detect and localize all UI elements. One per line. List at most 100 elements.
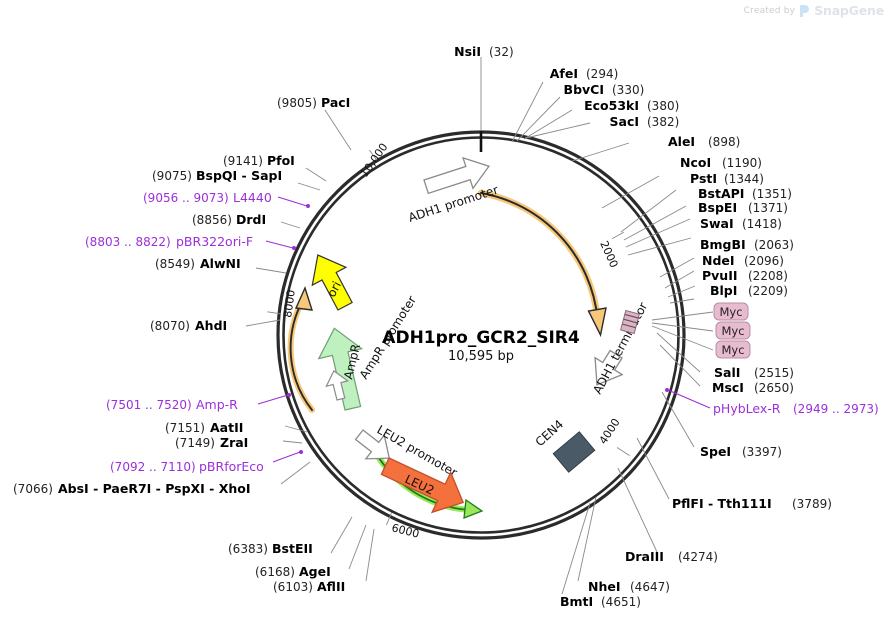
site-pos: (2208)	[748, 269, 788, 283]
site-pos: (2515)	[754, 366, 794, 380]
site-name: MscI	[712, 380, 744, 395]
site-pos: (1344)	[724, 172, 764, 186]
site-name: NheI	[588, 579, 621, 594]
site-labels-left: (9805) PacI (9141) PfoI (9075) BspQI - S…	[13, 95, 350, 594]
axis-tick-label: 10,000	[358, 141, 391, 180]
site-pos: (8856)	[192, 213, 232, 227]
site-name: AflII	[317, 579, 345, 594]
primer-range: (7501 .. 7520)	[106, 398, 192, 412]
snapgene-watermark: Created by SnapGene	[743, 3, 885, 18]
site-name: NsiI	[454, 44, 481, 59]
site-name: BlpI	[710, 283, 737, 298]
feature-adh1-promoter: ADH1 promoter	[407, 156, 500, 225]
site-name: BmgBI	[700, 237, 746, 252]
site-name: AlwNI	[200, 256, 241, 271]
site-label-saci: SacI (382)	[610, 114, 680, 129]
site-label-zrai: (7149) ZraI	[175, 435, 248, 450]
site-name: BspQI - SapI	[196, 168, 282, 183]
primer-name: pBR322ori-F	[176, 234, 253, 249]
site-pos: (3397)	[742, 445, 782, 459]
site-name: AleI	[668, 134, 695, 149]
site-label-afei: AfeI (294)	[550, 66, 619, 81]
site-label-bmgbi: BmgBI (2063)	[700, 237, 794, 252]
site-label-bspei: BspEI (1371)	[698, 200, 788, 215]
site-pos: (8549)	[155, 257, 195, 271]
site-label-paci: (9805) PacI	[277, 95, 350, 110]
site-label-spei: SpeI (3397)	[700, 444, 782, 459]
site-label-bmti: BmtI (4651)	[560, 594, 641, 609]
site-pos: (2096)	[744, 254, 784, 268]
primer-labels: (9056 .. 9073) L4440 (8803 .. 8822) pBR3…	[85, 190, 879, 474]
site-pos: (6103)	[273, 580, 313, 594]
axis-tick-2000: 2000	[597, 231, 625, 270]
myc-feature-marks	[620, 309, 640, 335]
site-pos: (4274)	[678, 550, 718, 564]
site-pos: (294)	[586, 67, 618, 81]
site-pos: (330)	[612, 83, 644, 97]
leader-lines-left	[245, 109, 375, 582]
primer-name: L4440	[233, 190, 272, 205]
site-label-swai: SwaI (1418)	[700, 216, 782, 231]
site-label-ahdi: (8070) AhdI	[150, 318, 227, 333]
primer-name: pHybLex-R	[713, 401, 781, 416]
site-name: AbsI - PaeR7I - PspXI - XhoI	[58, 481, 251, 496]
snapgene-leaf-icon	[800, 4, 810, 17]
site-label-aflii: (6103) AflII	[273, 579, 345, 594]
watermark-prefix: Created by	[743, 5, 796, 16]
plasmid-size: 10,595 bp	[448, 349, 514, 364]
site-name: ZraI	[220, 435, 248, 450]
site-label-msci: MscI (2650)	[712, 380, 794, 395]
site-name: SalI	[714, 365, 740, 380]
site-pos: (9075)	[152, 169, 192, 183]
site-name: AfeI	[550, 66, 578, 81]
leader-lines-top	[479, 57, 630, 162]
leader-lines-right	[561, 175, 714, 595]
site-label-blpi: BlpI (2209)	[710, 283, 788, 298]
site-pos: (898)	[708, 135, 740, 149]
site-label-absi-paer7i-pspxi-xhoi: (7066) AbsI - PaeR7I - PspXI - XhoI	[13, 481, 251, 496]
site-pos: (8070)	[150, 319, 190, 333]
myc-tag-list: Myc Myc Myc	[713, 302, 751, 359]
site-name: PstI	[690, 171, 717, 186]
primer-range: (9056 .. 9073)	[143, 191, 229, 205]
site-pos: (6383)	[228, 542, 268, 556]
site-pos: (4651)	[601, 595, 641, 609]
site-label-alei: AleI (898)	[668, 134, 740, 149]
site-pos: (7149)	[175, 436, 215, 450]
site-name: BspEI	[698, 200, 737, 215]
site-name: DrdI	[236, 212, 266, 227]
site-name: PflFI - Tth111I	[672, 496, 772, 511]
site-label-agei: (6168) AgeI	[255, 564, 331, 579]
site-pos: (382)	[647, 115, 679, 129]
primer-range: (2949 .. 2973)	[793, 402, 879, 416]
site-label-alwni: (8549) AlwNI	[155, 256, 241, 271]
axis-tick-label: 4000	[597, 416, 623, 447]
site-label-bbvci: BbvCI (330)	[564, 82, 645, 97]
primer-label-phyblex-r: pHybLex-R (2949 .. 2973)	[665, 388, 879, 416]
site-name: NdeI	[702, 253, 735, 268]
site-label-nsii: NsiI (32)	[454, 44, 513, 59]
site-name: PvuII	[702, 268, 738, 283]
site-labels-right: AleI (898) NcoI (1190) PstI (1344) BstAP…	[560, 134, 832, 609]
site-name: AhdI	[195, 318, 227, 333]
feature-cen4: CEN4	[533, 417, 596, 473]
plasmid-name: ADH1pro_GCR2_SIR4	[382, 328, 580, 348]
feature-label-adh1-promoter: ADH1 promoter	[407, 183, 500, 225]
site-pos: (3789)	[792, 497, 832, 511]
axis-tick-8000: 8000	[267, 289, 298, 318]
site-label-ncoi: NcoI (1190)	[680, 155, 762, 170]
site-label-drdi: (8856) DrdI	[192, 212, 266, 227]
site-label-sali: SalI (2515)	[714, 365, 794, 380]
primer-label-pbr322ori-f: (8803 .. 8822) pBR322ori-F	[85, 234, 253, 249]
feature-label-cen4: CEN4	[533, 417, 567, 449]
site-name: PfoI	[267, 153, 295, 168]
site-name: AgeI	[299, 564, 331, 579]
site-label-eco53ki: Eco53kI (380)	[584, 98, 679, 113]
axis-tick-label: 2000	[597, 239, 620, 270]
site-label-aatii: (7151) AatII	[165, 420, 243, 435]
feature-arc-ampr	[287, 286, 315, 413]
primer-range: (8803 .. 8822)	[85, 235, 171, 249]
site-name: BbvCI	[564, 82, 604, 97]
site-label-draiii: DraIII (4274)	[625, 549, 718, 564]
